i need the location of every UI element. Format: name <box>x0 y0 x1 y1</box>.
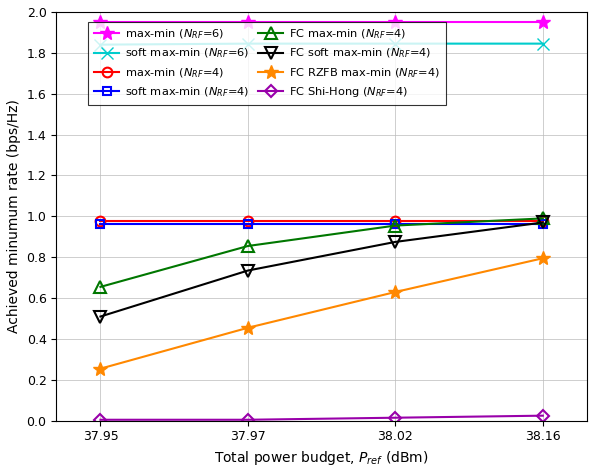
max-min ($N_{RF}$=4) <box>97 219 104 224</box>
Line: max-min ($N_{RF}$=4): max-min ($N_{RF}$=4) <box>96 217 548 226</box>
max-min ($N_{RF}$=4) <box>392 219 399 224</box>
FC RZFB max-min ($N_{RF}$=4) <box>244 325 251 330</box>
max-min ($N_{RF}$=6) <box>392 19 399 25</box>
Legend: max-min ($N_{RF}$=6), soft max-min ($N_{RF}$=6), max-min ($N_{RF}$=4), soft max-: max-min ($N_{RF}$=6), soft max-min ($N_{… <box>89 22 446 105</box>
FC soft max-min ($N_{RF}$=4) <box>539 219 546 225</box>
soft max-min ($N_{RF}$=6) <box>539 41 546 46</box>
FC soft max-min ($N_{RF}$=4) <box>392 239 399 245</box>
X-axis label: Total power budget, $P_{ref}$ (dBm): Total power budget, $P_{ref}$ (dBm) <box>214 449 429 467</box>
FC max-min ($N_{RF}$=4) <box>539 216 546 221</box>
FC max-min ($N_{RF}$=4) <box>97 284 104 290</box>
Line: FC soft max-min ($N_{RF}$=4): FC soft max-min ($N_{RF}$=4) <box>95 217 548 322</box>
Line: FC RZFB max-min ($N_{RF}$=4): FC RZFB max-min ($N_{RF}$=4) <box>93 251 550 375</box>
FC RZFB max-min ($N_{RF}$=4) <box>539 255 546 261</box>
soft max-min ($N_{RF}$=6) <box>392 41 399 46</box>
max-min ($N_{RF}$=6) <box>97 19 104 25</box>
Line: soft max-min ($N_{RF}$=4): soft max-min ($N_{RF}$=4) <box>96 219 547 228</box>
soft max-min ($N_{RF}$=6) <box>244 41 251 46</box>
Y-axis label: Achieved minumum rate (bps/Hz): Achieved minumum rate (bps/Hz) <box>7 100 21 333</box>
FC RZFB max-min ($N_{RF}$=4) <box>392 289 399 295</box>
FC Shi-Hong ($N_{RF}$=4) <box>539 413 546 419</box>
soft max-min ($N_{RF}$=4) <box>392 221 399 227</box>
max-min ($N_{RF}$=6) <box>539 19 546 25</box>
FC max-min ($N_{RF}$=4) <box>244 243 251 249</box>
max-min ($N_{RF}$=6) <box>244 19 251 25</box>
soft max-min ($N_{RF}$=4) <box>97 221 104 227</box>
Line: FC Shi-Hong ($N_{RF}$=4): FC Shi-Hong ($N_{RF}$=4) <box>96 411 547 424</box>
soft max-min ($N_{RF}$=6) <box>97 42 104 47</box>
FC soft max-min ($N_{RF}$=4) <box>244 268 251 273</box>
max-min ($N_{RF}$=4) <box>244 219 251 224</box>
soft max-min ($N_{RF}$=4) <box>244 221 251 227</box>
Line: max-min ($N_{RF}$=6): max-min ($N_{RF}$=6) <box>93 15 550 29</box>
FC max-min ($N_{RF}$=4) <box>392 223 399 228</box>
soft max-min ($N_{RF}$=4) <box>539 221 546 227</box>
FC soft max-min ($N_{RF}$=4) <box>97 314 104 319</box>
Line: soft max-min ($N_{RF}$=6): soft max-min ($N_{RF}$=6) <box>95 38 548 50</box>
FC Shi-Hong ($N_{RF}$=4) <box>392 415 399 420</box>
FC Shi-Hong ($N_{RF}$=4) <box>97 417 104 423</box>
FC RZFB max-min ($N_{RF}$=4) <box>97 366 104 372</box>
max-min ($N_{RF}$=4) <box>539 219 546 224</box>
Line: FC max-min ($N_{RF}$=4): FC max-min ($N_{RF}$=4) <box>95 213 548 292</box>
FC Shi-Hong ($N_{RF}$=4) <box>244 417 251 423</box>
